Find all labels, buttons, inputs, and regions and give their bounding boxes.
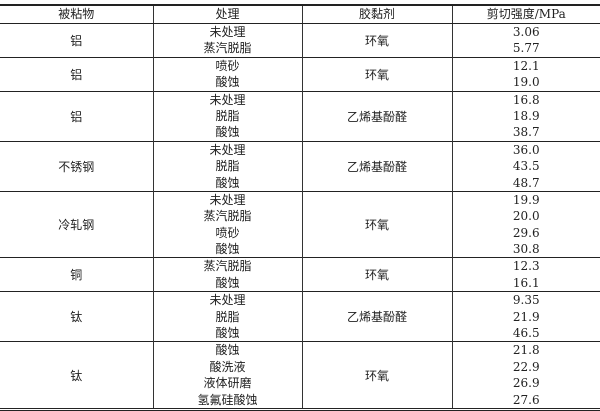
strength-value: 18.9 <box>453 108 600 124</box>
strength-value: 38.7 <box>453 124 600 140</box>
treatment-item: 酸蚀 <box>154 342 302 358</box>
treatment-item: 未处理 <box>154 192 302 208</box>
treatment-cell: 未处理蒸汽脱脂喷砂酸蚀 <box>153 191 302 258</box>
treatment-item: 酸蚀 <box>154 325 302 341</box>
adhesive-cell: 乙烯基酚醛 <box>302 141 452 191</box>
treatment-item: 脱脂 <box>154 108 302 124</box>
treatment-item: 未处理 <box>154 24 302 40</box>
treatment-item: 酸蚀 <box>154 275 302 291</box>
adherend-cell: 钛 <box>0 342 153 410</box>
treatment-item: 液体研磨 <box>154 375 302 391</box>
adherend-cell: 铜 <box>0 258 153 292</box>
treatment-cell: 未处理脱脂酸蚀 <box>153 141 302 191</box>
treatment-cell: 未处理脱脂酸蚀 <box>153 91 302 141</box>
treatment-cell: 喷砂酸蚀 <box>153 57 302 91</box>
strength-value: 22.9 <box>453 359 600 375</box>
strength-value: 3.06 <box>453 24 600 40</box>
strength-value: 16.8 <box>453 92 600 108</box>
header-adhesive: 胶黏剂 <box>302 5 452 24</box>
strength-value: 5.77 <box>453 40 600 56</box>
adherend-cell: 不锈钢 <box>0 141 153 191</box>
header-row: 被粘物 处理 胶黏剂 剪切强度/MPa <box>0 5 600 24</box>
strength-value: 46.5 <box>453 325 600 341</box>
treatment-cell: 未处理脱脂酸蚀 <box>153 292 302 342</box>
header-shear-strength: 剪切强度/MPa <box>452 5 600 24</box>
strength-value: 16.1 <box>453 275 600 291</box>
treatment-item: 氢氟硅酸蚀 <box>154 392 302 408</box>
adherend-cell: 铝 <box>0 24 153 58</box>
treatment-item: 酸洗液 <box>154 359 302 375</box>
treatment-cell: 未处理蒸汽脱脂 <box>153 24 302 58</box>
treatment-item: 未处理 <box>154 142 302 158</box>
treatment-item: 脱脂 <box>154 309 302 325</box>
adhesive-cell: 环氧 <box>302 57 452 91</box>
adherend-cell: 铝 <box>0 57 153 91</box>
strength-value: 30.8 <box>453 241 600 257</box>
treatment-cell: 酸蚀酸洗液液体研磨氢氟硅酸蚀 <box>153 342 302 410</box>
strength-value: 20.0 <box>453 208 600 224</box>
treatment-item: 蒸汽脱脂 <box>154 40 302 56</box>
adhesive-cell: 乙烯基酚醛 <box>302 292 452 342</box>
adhesive-cell: 乙烯基酚醛 <box>302 91 452 141</box>
adherend-cell: 铝 <box>0 91 153 141</box>
treatment-item: 喷砂 <box>154 58 302 74</box>
treatment-item: 喷砂 <box>154 225 302 241</box>
header-adherend: 被粘物 <box>0 5 153 24</box>
strength-value: 48.7 <box>453 175 600 191</box>
adhesive-cell: 环氧 <box>302 342 452 410</box>
treatment-item: 酸蚀 <box>154 241 302 257</box>
strength-value: 29.6 <box>453 225 600 241</box>
strength-value: 21.9 <box>453 309 600 325</box>
adhesive-cell: 环氧 <box>302 191 452 258</box>
adherend-cell: 冷轧钢 <box>0 191 153 258</box>
strength-value: 9.35 <box>453 292 600 308</box>
strength-value: 36.0 <box>453 142 600 158</box>
treatment-item: 酸蚀 <box>154 175 302 191</box>
strength-value: 19.9 <box>453 192 600 208</box>
adhesive-cell: 环氧 <box>302 258 452 292</box>
treatment-item: 未处理 <box>154 292 302 308</box>
strength-value: 43.5 <box>453 158 600 174</box>
treatment-item: 酸蚀 <box>154 124 302 140</box>
strength-value: 19.0 <box>453 74 600 90</box>
strength-value: 21.8 <box>453 342 600 358</box>
treatment-item: 蒸汽脱脂 <box>154 258 302 274</box>
strength-value: 27.6 <box>453 392 600 408</box>
strength-value: 26.9 <box>453 375 600 391</box>
treatment-item: 蒸汽脱脂 <box>154 208 302 224</box>
strength-value: 12.3 <box>453 258 600 274</box>
adherend-cell: 钛 <box>0 292 153 342</box>
strength-value: 12.1 <box>453 58 600 74</box>
treatment-item: 酸蚀 <box>154 74 302 90</box>
header-treatment: 处理 <box>153 5 302 24</box>
treatment-item: 未处理 <box>154 92 302 108</box>
adhesive-cell: 环氧 <box>302 24 452 58</box>
treatment-cell: 蒸汽脱脂酸蚀 <box>153 258 302 292</box>
treatment-item: 脱脂 <box>154 158 302 174</box>
